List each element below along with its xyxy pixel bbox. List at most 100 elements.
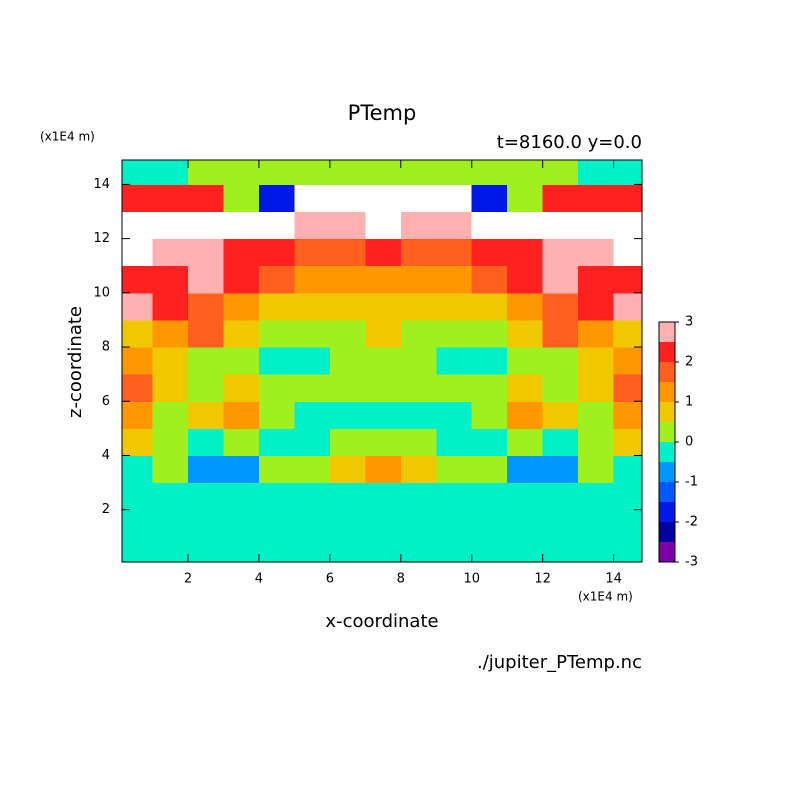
contour-cell — [258, 536, 295, 563]
contour-cell — [400, 374, 437, 402]
contour-cell — [258, 160, 295, 185]
contour-cell — [365, 401, 402, 429]
contour-cell — [365, 347, 402, 375]
contour-cell — [578, 292, 615, 321]
contour-cell — [223, 211, 260, 240]
contour-cell — [329, 509, 366, 538]
contour-cell — [258, 401, 295, 429]
contour-cell — [436, 184, 473, 213]
colorbar-band — [659, 342, 675, 362]
contour-cell — [329, 428, 366, 456]
contour-cell — [400, 160, 437, 185]
contour-cell — [613, 509, 643, 538]
source-label: ./jupiter_PTemp.nc — [477, 652, 642, 673]
contour-cell — [471, 428, 508, 456]
contour-cell — [187, 160, 224, 185]
contour-cell — [507, 184, 544, 213]
contour-cell — [223, 509, 260, 538]
contour-cell — [542, 482, 579, 511]
x-tick-label: 6 — [326, 572, 334, 587]
contour-cell — [152, 160, 189, 185]
contour-cell — [578, 160, 615, 185]
contour-cell — [436, 238, 473, 267]
contour-cell — [471, 347, 508, 375]
contour-cell — [294, 292, 331, 321]
contour-cell — [471, 292, 508, 321]
contour-cell — [613, 428, 643, 456]
contour-cell — [329, 184, 366, 213]
contour-cell — [613, 374, 643, 402]
colorbar-band — [659, 322, 675, 342]
contour-cell — [542, 374, 579, 402]
x-tick-label: 4 — [255, 572, 263, 587]
contour-cell — [223, 265, 260, 294]
contour-cell — [365, 238, 402, 267]
contour-cell — [542, 455, 579, 484]
y-tick-label: 14 — [93, 177, 110, 192]
colorbar-tick-label: 3 — [685, 315, 693, 330]
contour-cell — [542, 509, 579, 538]
contour-cell — [294, 184, 331, 213]
contour-cell — [152, 184, 189, 213]
contour-cell — [329, 265, 366, 294]
contour-cell — [122, 184, 154, 213]
contour-cell — [578, 536, 615, 563]
contour-cell — [294, 482, 331, 511]
contour-cell — [152, 401, 189, 429]
contour-cell — [578, 401, 615, 429]
contour-cell — [578, 347, 615, 375]
contour-cell — [507, 319, 544, 348]
contour-cell — [152, 482, 189, 511]
contour-cell — [223, 374, 260, 402]
colorbar-band — [659, 422, 675, 442]
contour-cell — [329, 211, 366, 240]
colorbar-band — [659, 542, 675, 562]
contour-cell — [258, 238, 295, 267]
contour-cell — [329, 160, 366, 185]
contour-cell — [187, 455, 224, 484]
contour-cell — [152, 265, 189, 294]
contour-cell — [578, 184, 615, 213]
contour-cell — [436, 401, 473, 429]
contour-cell — [578, 509, 615, 538]
contour-cell — [542, 428, 579, 456]
contour-cell — [436, 211, 473, 240]
contour-cell — [329, 536, 366, 563]
contour-cell — [507, 238, 544, 267]
contour-cell — [223, 319, 260, 348]
y-tick-label: 4 — [102, 448, 110, 463]
contour-cell — [507, 347, 544, 375]
contour-cell — [223, 184, 260, 213]
contour-cell — [542, 292, 579, 321]
contour-cell — [400, 347, 437, 375]
contour-field — [122, 160, 643, 563]
contour-cell — [258, 428, 295, 456]
contour-cell — [578, 319, 615, 348]
y-tick-label: 6 — [102, 394, 110, 409]
contour-cell — [507, 374, 544, 402]
chart-subtitle: t=8160.0 y=0.0 — [497, 132, 642, 153]
contour-cell — [294, 374, 331, 402]
contour-cell — [436, 374, 473, 402]
contour-cell — [152, 455, 189, 484]
contour-cell — [400, 265, 437, 294]
contour-cell — [613, 482, 643, 511]
contour-cell — [187, 536, 224, 563]
contour-cell — [122, 238, 154, 267]
contour-cell — [471, 160, 508, 185]
contour-cell — [365, 211, 402, 240]
contour-cell — [258, 347, 295, 375]
contour-cell — [152, 292, 189, 321]
colorbar-tick-label: 0 — [685, 435, 693, 450]
contour-cell — [613, 238, 643, 267]
contour-cell — [507, 265, 544, 294]
colorbar-tick-label: -1 — [685, 475, 698, 490]
colorbar-band — [659, 522, 675, 542]
colorbar-tick-label: 2 — [685, 355, 693, 370]
contour-cell — [365, 455, 402, 484]
y-tick-label: 10 — [93, 285, 110, 300]
contour-cell — [400, 482, 437, 511]
contour-cell — [152, 347, 189, 375]
contour-cell — [294, 347, 331, 375]
contour-cell — [329, 319, 366, 348]
